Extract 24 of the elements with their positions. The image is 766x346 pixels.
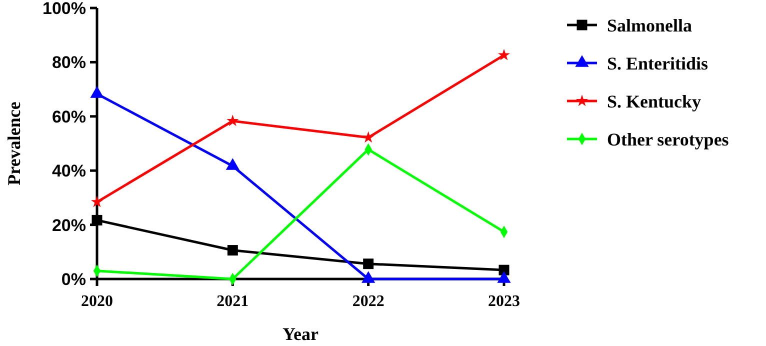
point: [226, 114, 239, 126]
x-tick-label: 2020: [81, 293, 113, 310]
point: [92, 214, 102, 226]
point: [90, 86, 104, 98]
legend-label: Other serotypes: [607, 129, 729, 150]
y-tick-label: 40%: [52, 162, 86, 181]
x-tick-label: 2022: [352, 293, 384, 310]
point: [90, 196, 104, 208]
y-tick-label: 20%: [52, 216, 86, 235]
y-tick-label: 60%: [52, 107, 86, 126]
point: [363, 258, 374, 270]
y-tick-label: 80%: [52, 53, 86, 72]
y-tick-label: 100%: [42, 0, 86, 18]
point: [362, 131, 374, 143]
legend-label: S. Enteritidis: [607, 53, 708, 74]
legend-label: Salmonella: [607, 15, 692, 36]
x-tick-label: 2021: [216, 293, 249, 310]
point: [227, 245, 238, 256]
y-tick-label: 0%: [61, 270, 86, 289]
x-axis-title: Year: [282, 324, 318, 344]
point: [498, 48, 510, 60]
y-axis-title: Prevalence: [4, 102, 24, 186]
legend-label: S. Kentucky: [607, 91, 702, 112]
x-tick-label: 2023: [488, 293, 520, 310]
